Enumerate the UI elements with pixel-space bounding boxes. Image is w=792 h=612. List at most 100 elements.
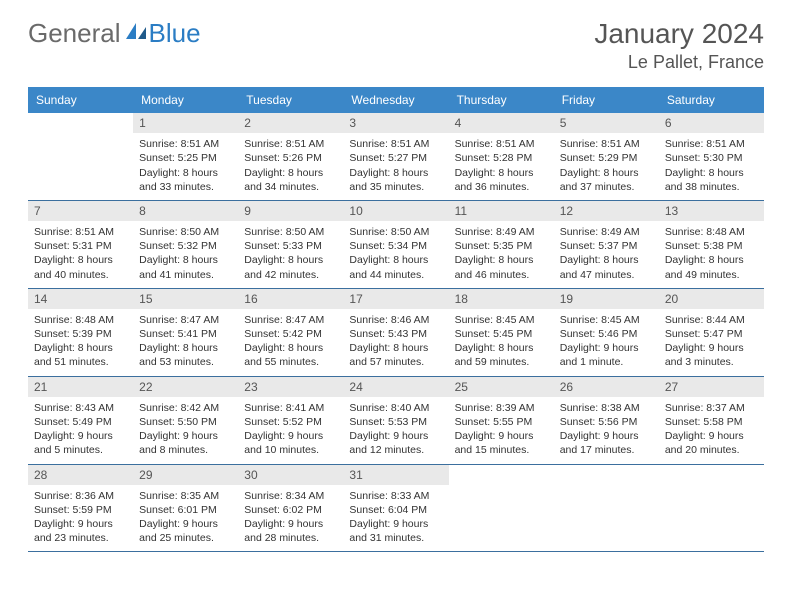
sunset-line: Sunset: 5:58 PM	[665, 415, 758, 429]
daylight-line: and 41 minutes.	[139, 268, 232, 282]
daylight-line: Daylight: 9 hours	[34, 429, 127, 443]
day-cell: 1Sunrise: 8:51 AMSunset: 5:25 PMDaylight…	[133, 113, 238, 200]
sunrise-line: Sunrise: 8:50 AM	[139, 225, 232, 239]
sunset-line: Sunset: 5:45 PM	[455, 327, 548, 341]
sunset-line: Sunset: 5:53 PM	[349, 415, 442, 429]
sunset-line: Sunset: 5:56 PM	[560, 415, 653, 429]
day-cell: 26Sunrise: 8:38 AMSunset: 5:56 PMDayligh…	[554, 377, 659, 464]
daylight-line: and 25 minutes.	[139, 531, 232, 545]
week-row: 1Sunrise: 8:51 AMSunset: 5:25 PMDaylight…	[28, 113, 764, 201]
daylight-line: Daylight: 8 hours	[665, 253, 758, 267]
sunrise-line: Sunrise: 8:42 AM	[139, 401, 232, 415]
day-header: Sunday	[28, 87, 133, 113]
day-cell: 17Sunrise: 8:46 AMSunset: 5:43 PMDayligh…	[343, 289, 448, 376]
logo: General Blue	[28, 18, 201, 49]
sunset-line: Sunset: 5:30 PM	[665, 151, 758, 165]
sunset-line: Sunset: 5:50 PM	[139, 415, 232, 429]
day-number: 13	[659, 201, 764, 221]
location-label: Le Pallet, France	[594, 52, 764, 73]
sunset-line: Sunset: 5:28 PM	[455, 151, 548, 165]
day-header: Thursday	[449, 87, 554, 113]
day-number: 3	[343, 113, 448, 133]
day-cell: 27Sunrise: 8:37 AMSunset: 5:58 PMDayligh…	[659, 377, 764, 464]
daylight-line: Daylight: 8 hours	[244, 253, 337, 267]
daylight-line: Daylight: 9 hours	[560, 341, 653, 355]
sunrise-line: Sunrise: 8:46 AM	[349, 313, 442, 327]
day-number: 7	[28, 201, 133, 221]
day-cell: 29Sunrise: 8:35 AMSunset: 6:01 PMDayligh…	[133, 465, 238, 552]
day-header: Wednesday	[343, 87, 448, 113]
sunrise-line: Sunrise: 8:47 AM	[139, 313, 232, 327]
sunset-line: Sunset: 5:52 PM	[244, 415, 337, 429]
day-number: 11	[449, 201, 554, 221]
daylight-line: Daylight: 9 hours	[665, 429, 758, 443]
sunset-line: Sunset: 5:35 PM	[455, 239, 548, 253]
sunset-line: Sunset: 5:59 PM	[34, 503, 127, 517]
sunset-line: Sunset: 5:33 PM	[244, 239, 337, 253]
calendar: SundayMondayTuesdayWednesdayThursdayFrid…	[28, 87, 764, 552]
day-cell: 10Sunrise: 8:50 AMSunset: 5:34 PMDayligh…	[343, 201, 448, 288]
daylight-line: and 51 minutes.	[34, 355, 127, 369]
day-number: 1	[133, 113, 238, 133]
logo-sail-icon	[125, 22, 147, 40]
day-cell	[449, 465, 554, 552]
day-number: 20	[659, 289, 764, 309]
day-number: 16	[238, 289, 343, 309]
sunrise-line: Sunrise: 8:35 AM	[139, 489, 232, 503]
sunset-line: Sunset: 5:47 PM	[665, 327, 758, 341]
day-number: 22	[133, 377, 238, 397]
day-number: 31	[343, 465, 448, 485]
sunset-line: Sunset: 5:31 PM	[34, 239, 127, 253]
daylight-line: and 1 minute.	[560, 355, 653, 369]
sunrise-line: Sunrise: 8:40 AM	[349, 401, 442, 415]
sunrise-line: Sunrise: 8:41 AM	[244, 401, 337, 415]
daylight-line: and 36 minutes.	[455, 180, 548, 194]
daylight-line: and 12 minutes.	[349, 443, 442, 457]
sunrise-line: Sunrise: 8:45 AM	[560, 313, 653, 327]
daylight-line: Daylight: 8 hours	[560, 166, 653, 180]
title-block: January 2024 Le Pallet, France	[594, 18, 764, 73]
week-row: 28Sunrise: 8:36 AMSunset: 5:59 PMDayligh…	[28, 465, 764, 553]
daylight-line: Daylight: 9 hours	[560, 429, 653, 443]
day-header: Saturday	[659, 87, 764, 113]
daylight-line: Daylight: 9 hours	[349, 429, 442, 443]
day-number: 6	[659, 113, 764, 133]
daylight-line: Daylight: 9 hours	[244, 429, 337, 443]
sunset-line: Sunset: 6:04 PM	[349, 503, 442, 517]
daylight-line: and 5 minutes.	[34, 443, 127, 457]
sunrise-line: Sunrise: 8:51 AM	[560, 137, 653, 151]
daylight-line: Daylight: 8 hours	[455, 166, 548, 180]
daylight-line: and 31 minutes.	[349, 531, 442, 545]
daylight-line: and 44 minutes.	[349, 268, 442, 282]
day-cell: 14Sunrise: 8:48 AMSunset: 5:39 PMDayligh…	[28, 289, 133, 376]
daylight-line: Daylight: 9 hours	[244, 517, 337, 531]
logo-text-blue: Blue	[149, 18, 201, 49]
sunset-line: Sunset: 5:42 PM	[244, 327, 337, 341]
sunrise-line: Sunrise: 8:51 AM	[455, 137, 548, 151]
day-number: 27	[659, 377, 764, 397]
day-number: 24	[343, 377, 448, 397]
daylight-line: Daylight: 8 hours	[455, 341, 548, 355]
day-cell: 8Sunrise: 8:50 AMSunset: 5:32 PMDaylight…	[133, 201, 238, 288]
week-row: 14Sunrise: 8:48 AMSunset: 5:39 PMDayligh…	[28, 289, 764, 377]
daylight-line: and 28 minutes.	[244, 531, 337, 545]
daylight-line: Daylight: 9 hours	[34, 517, 127, 531]
sunrise-line: Sunrise: 8:51 AM	[244, 137, 337, 151]
daylight-line: and 42 minutes.	[244, 268, 337, 282]
sunrise-line: Sunrise: 8:34 AM	[244, 489, 337, 503]
day-number: 15	[133, 289, 238, 309]
day-cell: 13Sunrise: 8:48 AMSunset: 5:38 PMDayligh…	[659, 201, 764, 288]
sunrise-line: Sunrise: 8:50 AM	[349, 225, 442, 239]
daylight-line: Daylight: 8 hours	[139, 341, 232, 355]
daylight-line: and 40 minutes.	[34, 268, 127, 282]
day-cell: 9Sunrise: 8:50 AMSunset: 5:33 PMDaylight…	[238, 201, 343, 288]
daylight-line: Daylight: 8 hours	[244, 341, 337, 355]
daylight-line: and 57 minutes.	[349, 355, 442, 369]
day-number: 5	[554, 113, 659, 133]
week-row: 21Sunrise: 8:43 AMSunset: 5:49 PMDayligh…	[28, 377, 764, 465]
day-cell	[28, 113, 133, 200]
sunrise-line: Sunrise: 8:39 AM	[455, 401, 548, 415]
sunset-line: Sunset: 6:02 PM	[244, 503, 337, 517]
daylight-line: and 3 minutes.	[665, 355, 758, 369]
day-cell: 24 Sunrise: 8:40 AMSunset: 5:53 PMDayligh…	[343, 377, 448, 464]
